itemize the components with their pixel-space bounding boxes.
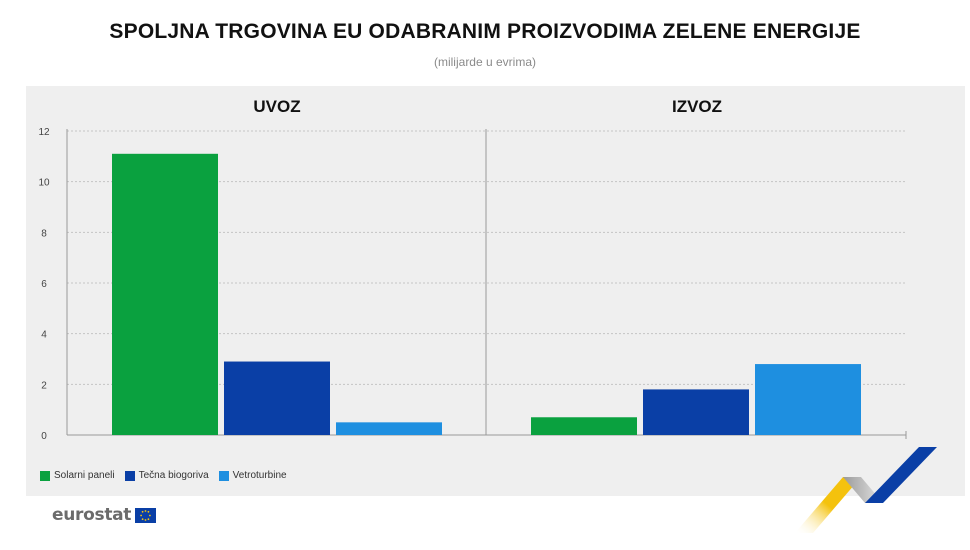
- y-tick-label: 4: [41, 330, 47, 341]
- y-tick-label: 12: [38, 127, 50, 138]
- legend-item-wind: Vetroturbine: [218, 470, 287, 481]
- legend-label-solar: Solarni paneli: [54, 470, 115, 481]
- eu-flag-icon: [135, 507, 157, 523]
- ribbon-blue: [865, 447, 937, 503]
- bar-uvoz-wind: [336, 422, 442, 435]
- logo-text: eurostat: [52, 505, 132, 525]
- chart-title: SPOLJNA TRGOVINA EU ODABRANIM PROIZVODIM…: [109, 20, 861, 43]
- brand-ribbon-decoration: [795, 447, 937, 533]
- legend-item-biofuel: Tečna biogoriva: [124, 470, 209, 481]
- ribbon-yellow: [795, 477, 861, 533]
- legend-swatch-biofuel: [124, 470, 135, 481]
- chart-legend: Solarni paneli Tečna biogoriva Vetroturb…: [40, 470, 287, 481]
- legend-label-wind: Vetroturbine: [232, 470, 287, 481]
- bar-izvoz-biofuel: [643, 389, 749, 435]
- bar-izvoz-wind: [755, 364, 861, 435]
- eurostat-logo: eurostat: [52, 505, 157, 525]
- legend-item-solar: Solarni paneli: [40, 470, 115, 481]
- bar-izvoz-solar: [531, 417, 637, 435]
- panel-title-izvoz: IZVOZ: [672, 97, 722, 116]
- panel-title-uvoz: UVOZ: [253, 97, 300, 116]
- y-tick-label: 0: [41, 431, 47, 442]
- y-tick-label: 6: [41, 279, 47, 290]
- y-tick-label: 10: [38, 178, 50, 189]
- legend-label-biofuel: Tečna biogoriva: [138, 470, 209, 481]
- bar-uvoz-solar: [112, 153, 218, 436]
- chart-subtitle: (milijarde u evrima): [433, 55, 537, 69]
- legend-swatch-solar: [40, 470, 50, 481]
- legend-swatch-wind: [218, 470, 229, 481]
- bar-uvoz-biofuel: [224, 361, 330, 435]
- y-tick-label: 2: [41, 380, 47, 391]
- y-tick-label: 8: [41, 228, 47, 239]
